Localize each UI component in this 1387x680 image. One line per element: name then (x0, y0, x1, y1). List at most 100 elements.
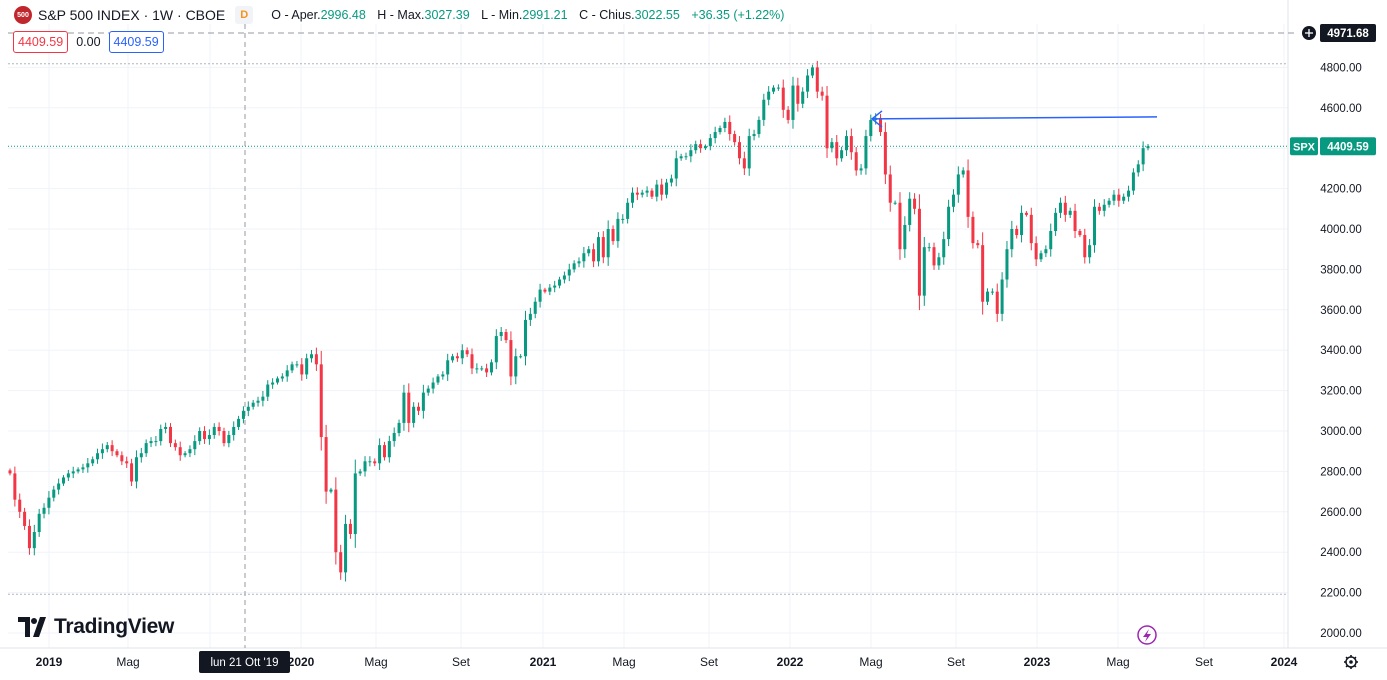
candle-body (655, 184, 659, 197)
candle-body (772, 87, 776, 92)
lightning-icon[interactable] (1137, 625, 1157, 645)
tradingview-logo[interactable]: TradingView (18, 614, 174, 640)
candle-body (431, 382, 435, 389)
candle-body (971, 216, 975, 244)
candle-body (548, 287, 552, 292)
candle-body (271, 382, 275, 385)
candle-body (451, 356, 455, 361)
index-logo-icon: 500 (14, 6, 32, 24)
chart-legend: 500 S&P 500 INDEX · 1W · CBOE D O - Aper… (14, 5, 792, 25)
candle-body (57, 483, 61, 490)
open-label: O - Aper. (271, 8, 321, 22)
candle-body (1107, 200, 1111, 205)
candle-body (460, 350, 464, 359)
candle-body (961, 170, 965, 175)
candle-body (728, 121, 732, 135)
x-tick-label: 2021 (530, 655, 557, 669)
candle-body (762, 99, 766, 120)
x-tick-label: Set (947, 655, 966, 669)
symbol-title[interactable]: S&P 500 INDEX · 1W · CBOE (38, 7, 226, 23)
candle-body (475, 368, 479, 370)
top-price-tag[interactable]: 4971.68 (1302, 24, 1376, 42)
candle-body (382, 445, 386, 458)
last-price-tag: SPX 4409.59 (1290, 137, 1376, 156)
candle-body (908, 198, 912, 225)
candle-body (747, 136, 751, 169)
candle-body (18, 499, 22, 512)
candle-body (1015, 229, 1019, 236)
candle-body (689, 150, 693, 157)
candle-body (1024, 212, 1028, 215)
candle-body (577, 261, 581, 264)
candle-body (91, 459, 95, 464)
candle-body (1102, 204, 1106, 211)
candle-body (1020, 212, 1024, 236)
candle-body (523, 319, 528, 357)
candle-body (499, 332, 503, 337)
candle-body (441, 374, 445, 377)
candle-body (703, 146, 707, 149)
candle-body (358, 471, 362, 474)
candle-body (684, 156, 688, 158)
delayed-data-badge[interactable]: D (235, 6, 254, 24)
candle-body (708, 138, 712, 147)
candle-body (976, 243, 980, 246)
candle-body (1029, 214, 1033, 244)
candle-body (640, 192, 644, 195)
candle-body (626, 202, 630, 219)
candle-body (528, 313, 532, 320)
tradingview-wordmark: TradingView (54, 615, 175, 638)
candle-body (203, 431, 207, 440)
candle-body (660, 184, 664, 195)
candle-body (300, 364, 304, 375)
candle-body (1044, 249, 1048, 254)
close-value: 3022.55 (634, 8, 680, 22)
arrow-line[interactable] (871, 116, 1158, 120)
candle-body (669, 178, 673, 183)
x-tick-label: Mag (116, 655, 139, 669)
candle-body (227, 435, 231, 444)
candle-body (679, 156, 683, 159)
candle-body (266, 384, 270, 397)
candle-body (533, 301, 537, 314)
candle-body (859, 168, 863, 171)
candle-body (154, 441, 158, 443)
crosshair-time-box (199, 651, 290, 673)
gear-icon-tooth (1345, 664, 1349, 668)
candle-body (348, 523, 352, 535)
candle-body (436, 376, 440, 383)
candle-body (995, 291, 999, 314)
candle-body (854, 152, 858, 171)
candle-body (869, 119, 873, 137)
candle-body (519, 356, 523, 358)
candle-body (61, 477, 66, 484)
candle-body (115, 451, 119, 456)
candle-body (893, 202, 897, 204)
candle-body (596, 237, 600, 262)
candle-body (1005, 249, 1009, 280)
candle-body (494, 336, 498, 363)
candle-body (193, 441, 197, 450)
candle-body (8, 470, 12, 474)
candle-body (1034, 243, 1038, 260)
candle-body (742, 158, 746, 169)
candle-body (815, 67, 819, 92)
candle-body (178, 447, 182, 456)
candle-body (455, 356, 459, 359)
candle-body (23, 511, 27, 526)
sell-price-pill[interactable]: 4409.59 (13, 31, 69, 53)
candle-body (801, 91, 805, 104)
candle-body (1088, 245, 1092, 258)
spread-value: 0.00 (76, 35, 101, 49)
candle-body (694, 144, 698, 151)
candle-body (86, 463, 90, 468)
candle-body (635, 192, 639, 195)
candle-body (587, 249, 591, 254)
candle-body (558, 279, 562, 286)
candle-body (830, 142, 834, 149)
y-tick-label: 3600.00 (1320, 305, 1362, 317)
gear-icon[interactable] (1344, 655, 1358, 669)
candle-body (96, 453, 100, 460)
buy-price-pill[interactable]: 4409.59 (108, 31, 164, 53)
